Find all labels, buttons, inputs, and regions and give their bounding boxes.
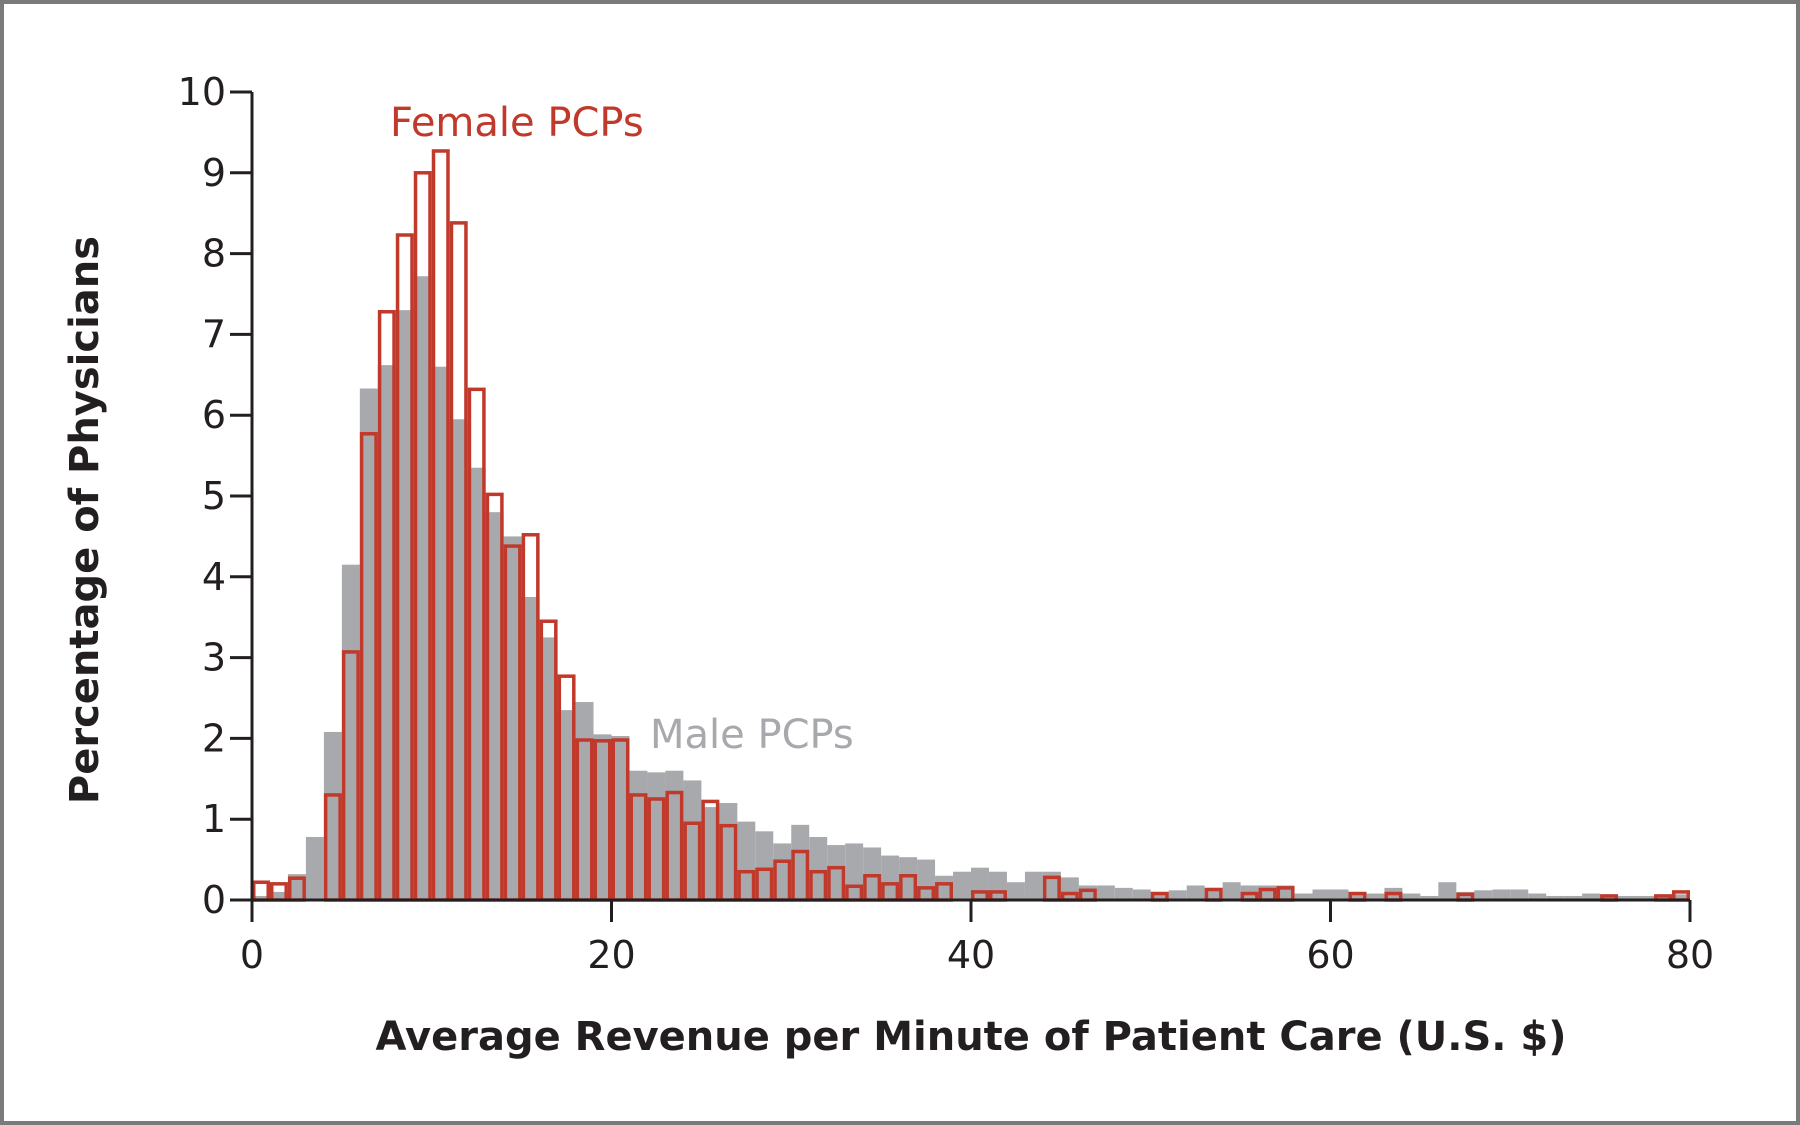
- male-bar: [1294, 893, 1313, 900]
- male-bar: [539, 637, 558, 900]
- y-tick-label: 8: [202, 232, 226, 276]
- y-tick-label: 6: [202, 393, 226, 437]
- male-bar: [1024, 871, 1043, 900]
- male-bar: [431, 366, 450, 901]
- male-bar: [1366, 893, 1385, 900]
- male-bar: [305, 836, 324, 900]
- female-series-bars: [252, 149, 1691, 902]
- y-tick-label: 5: [202, 474, 226, 518]
- male-bar: [935, 875, 954, 900]
- y-tick-label: 0: [202, 878, 226, 922]
- male-bar: [1114, 887, 1133, 900]
- male-bar: [1492, 889, 1511, 900]
- male-bar: [629, 770, 648, 900]
- male-bar: [1420, 895, 1439, 900]
- y-tick-label: 10: [178, 70, 226, 114]
- male-bar: [665, 770, 684, 900]
- male-bar: [1150, 891, 1169, 900]
- male-bar: [1006, 882, 1025, 900]
- male-bar: [1564, 895, 1583, 900]
- male-bar: [521, 597, 540, 900]
- male-bar: [611, 735, 630, 900]
- male-bar: [503, 536, 522, 900]
- male-bar: [1096, 885, 1115, 900]
- male-bar: [1330, 889, 1349, 900]
- male-bar: [1546, 895, 1565, 900]
- male-bar: [359, 388, 378, 900]
- y-tick-label: 4: [202, 555, 226, 599]
- male-bar: [809, 836, 828, 900]
- male-bar: [1132, 889, 1151, 900]
- male-bar: [341, 564, 360, 900]
- male-bar: [485, 512, 504, 900]
- y-axis-ticks: 0 1 2 3 4 5 6 7 8 9 10: [178, 70, 252, 922]
- x-axis-ticks: 0 20 40 60 80: [240, 900, 1714, 977]
- male-bar: [1672, 894, 1690, 900]
- female-series-label: Female PCPs: [390, 100, 644, 146]
- x-tick-label: 80: [1666, 933, 1714, 977]
- male-bar: [575, 702, 594, 900]
- y-tick-label: 7: [202, 312, 226, 356]
- male-bar: [1186, 885, 1205, 900]
- male-bar: [647, 772, 666, 900]
- male-bar: [1222, 882, 1241, 900]
- male-bar: [1438, 882, 1457, 900]
- x-tick-label: 0: [240, 933, 264, 977]
- male-bar: [413, 276, 432, 900]
- male-bar: [917, 859, 936, 900]
- male-bar: [1528, 893, 1547, 900]
- male-bar: [773, 843, 792, 900]
- x-axis-title: Average Revenue per Minute of Patient Ca…: [376, 1014, 1567, 1060]
- male-bar: [899, 857, 918, 900]
- male-bar: [683, 780, 702, 900]
- x-tick-label: 40: [947, 933, 995, 977]
- x-tick-label: 60: [1306, 933, 1354, 977]
- male-bar: [1474, 890, 1493, 900]
- male-bar: [449, 419, 468, 900]
- male-bar: [467, 467, 486, 900]
- male-bar: [1618, 895, 1637, 900]
- y-axis-title: Percentage of Physicians: [62, 236, 108, 804]
- male-bar: [791, 824, 810, 900]
- male-bar: [1510, 889, 1529, 900]
- x-tick-label: 20: [587, 933, 635, 977]
- male-bar: [1312, 889, 1331, 900]
- male-bar: [287, 874, 306, 900]
- male-bar: [737, 821, 756, 900]
- y-tick-label: 9: [202, 151, 226, 195]
- male-bar: [1582, 893, 1601, 900]
- male-bar: [953, 871, 971, 900]
- male-bar: [377, 365, 396, 900]
- y-tick-label: 1: [202, 797, 226, 841]
- male-bar: [557, 710, 576, 900]
- male-bar: [395, 310, 414, 900]
- male-series-label: Male PCPs: [650, 712, 854, 758]
- male-series-bars: [252, 276, 1690, 901]
- male-bar: [1636, 895, 1655, 900]
- y-tick-label: 3: [202, 636, 226, 680]
- male-bar: [863, 847, 882, 900]
- y-tick-label: 2: [202, 716, 226, 760]
- male-bar: [269, 891, 288, 900]
- male-bar: [755, 831, 774, 900]
- male-bar: [1402, 893, 1421, 900]
- male-bar: [593, 734, 612, 900]
- male-bar: [323, 731, 342, 900]
- male-bar: [252, 895, 270, 900]
- male-bar: [827, 845, 846, 900]
- male-bar: [1348, 891, 1367, 900]
- male-bar: [701, 807, 720, 900]
- male-bar: [881, 855, 900, 900]
- male-bar: [1168, 890, 1187, 900]
